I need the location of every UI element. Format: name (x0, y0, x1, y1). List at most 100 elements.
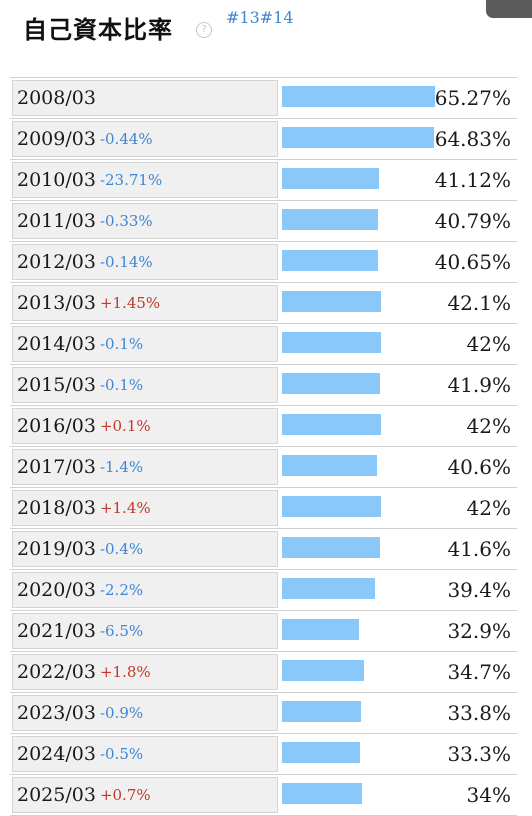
bar-cell: 41.9% (282, 365, 517, 405)
value-label: 39.4% (447, 578, 511, 602)
year-label-cell: 2022/03 +1.8% (12, 654, 278, 690)
bar-cell: 42% (282, 406, 517, 446)
year-label: 2018/03 (17, 497, 96, 519)
change-label: -0.4% (99, 540, 144, 558)
value-bar (282, 578, 375, 599)
year-label: 2013/03 (17, 292, 96, 314)
year-label-cell: 2018/03 +1.4% (12, 490, 278, 526)
table-row: 2012/03 -0.14% 40.65% (10, 242, 517, 283)
year-label-cell: 2025/03 +0.7% (12, 777, 278, 813)
value-bar (282, 250, 378, 271)
table-row: 2010/03 -23.71% 41.12% (10, 160, 517, 201)
tag-link[interactable]: #14 (259, 8, 294, 27)
year-label-cell: 2009/03 -0.44% (12, 121, 278, 157)
change-label: -0.1% (99, 335, 144, 353)
change-label: -2.2% (99, 581, 144, 599)
corner-tab[interactable] (486, 0, 532, 18)
value-label: 41.12% (434, 168, 511, 192)
year-label: 2011/03 (17, 210, 96, 232)
table-row: 2023/03 -0.9% 33.8% (10, 693, 517, 734)
year-label-cell: 2024/03 -0.5% (12, 736, 278, 772)
value-label: 42% (466, 414, 511, 438)
value-label: 33.8% (447, 701, 511, 725)
value-label: 65.27% (434, 86, 511, 110)
table-row: 2014/03 -0.1% 42% (10, 324, 517, 365)
value-bar (282, 455, 377, 476)
bar-cell: 42% (282, 324, 517, 364)
bar-cell: 42% (282, 488, 517, 528)
year-label-cell: 2014/03 -0.1% (12, 326, 278, 362)
bar-cell: 42.1% (282, 283, 517, 323)
year-label: 2022/03 (17, 661, 96, 683)
bar-cell: 33.3% (282, 734, 517, 774)
value-label: 33.3% (447, 742, 511, 766)
table-row: 2017/03 -1.4% 40.6% (10, 447, 517, 488)
tag-links: #13#14 (226, 8, 294, 27)
year-label: 2020/03 (17, 579, 96, 601)
equity-ratio-table: 2008/03 65.27% 2009/03 -0.44% 64.83% 2010/03-… (10, 77, 517, 816)
value-label: 40.65% (434, 250, 511, 274)
value-label: 64.83% (434, 127, 511, 151)
value-bar (282, 373, 380, 394)
tag-link[interactable]: #13 (226, 8, 260, 27)
year-label-cell: 2010/03 -23.71% (12, 162, 278, 198)
table-row: 2020/03 -2.2% 39.4% (10, 570, 517, 611)
value-bar (282, 86, 435, 107)
bar-cell: 41.12% (282, 160, 517, 200)
table-row: 2021/03 -6.5% 32.9% (10, 611, 517, 652)
value-label: 34.7% (447, 660, 511, 684)
change-label: -0.14% (99, 253, 153, 271)
change-label: -0.33% (99, 212, 153, 230)
value-bar (282, 291, 381, 312)
year-label-cell: 2020/03 -2.2% (12, 572, 278, 608)
bar-cell: 41.6% (282, 529, 517, 569)
year-label: 2016/03 (17, 415, 96, 437)
year-label: 2021/03 (17, 620, 96, 642)
year-label-cell: 2021/03 -6.5% (12, 613, 278, 649)
bar-cell: 32.9% (282, 611, 517, 651)
year-label: 2014/03 (17, 333, 96, 355)
table-row: 2022/03 +1.8% 34.7% (10, 652, 517, 693)
value-label: 42% (466, 332, 511, 356)
value-label: 34% (466, 783, 511, 807)
year-label-cell: 2013/03 +1.45% (12, 285, 278, 321)
year-label-cell: 2019/03 -0.4% (12, 531, 278, 567)
value-bar (282, 537, 380, 558)
change-label: -0.5% (99, 745, 144, 763)
table-row: 2009/03 -0.44% 64.83% (10, 119, 517, 160)
change-label: +1.4% (99, 499, 151, 517)
year-label: 2012/03 (17, 251, 96, 273)
table-row: 2018/03 +1.4% 42% (10, 488, 517, 529)
table-row: 2015/03 -0.1% 41.9% (10, 365, 517, 406)
table-row: 2019/03 -0.4% 41.6% (10, 529, 517, 570)
year-label: 2023/03 (17, 702, 96, 724)
value-label: 42.1% (447, 291, 511, 315)
year-label-cell: 2017/03 -1.4% (12, 449, 278, 485)
value-bar (282, 332, 381, 353)
value-label: 41.9% (447, 373, 511, 397)
table-row: 2011/03 -0.33% 40.79% (10, 201, 517, 242)
change-label: +0.7% (99, 786, 151, 804)
change-label: -23.71% (99, 171, 163, 189)
table-row: 2024/03 -0.5% 33.3% (10, 734, 517, 775)
bar-cell: 65.27% (282, 78, 517, 118)
table-row: 2025/03 +0.7% 34% (10, 775, 517, 815)
bar-cell: 39.4% (282, 570, 517, 610)
change-label: +1.45% (99, 294, 161, 312)
value-label: 40.79% (434, 209, 511, 233)
bar-cell: 64.83% (282, 119, 517, 159)
value-bar (282, 168, 379, 189)
help-icon[interactable]: ? (196, 22, 212, 38)
value-label: 40.6% (447, 455, 511, 479)
change-label: -1.4% (99, 458, 144, 476)
table-row: 2016/03 +0.1% 42% (10, 406, 517, 447)
change-label: -0.44% (99, 130, 153, 148)
value-bar (282, 660, 364, 681)
year-label-cell: 2011/03 -0.33% (12, 203, 278, 239)
year-label: 2017/03 (17, 456, 96, 478)
value-bar (282, 619, 359, 640)
value-bar (282, 783, 362, 804)
year-label-cell: 2023/03 -0.9% (12, 695, 278, 731)
year-label-cell: 2012/03 -0.14% (12, 244, 278, 280)
bar-cell: 33.8% (282, 693, 517, 733)
